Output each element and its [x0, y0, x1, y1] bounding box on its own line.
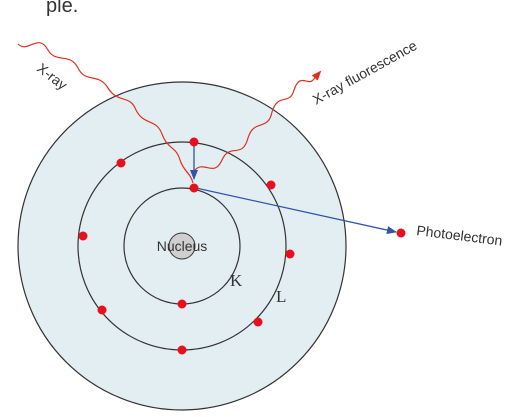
photoelectron — [396, 228, 406, 238]
header-partial-text: ple. — [46, 0, 78, 17]
l-shell-electron — [97, 305, 107, 315]
l-shell-electron — [116, 158, 126, 168]
nucleus — [168, 232, 196, 260]
shell-l-label: L — [276, 287, 286, 306]
l-shell-electron — [253, 317, 263, 327]
l-shell-electron — [177, 345, 187, 355]
photoelectron-ejection-arrow — [195, 187, 397, 234]
fluorescence-wave — [194, 70, 322, 171]
l-shell-electron — [189, 137, 199, 147]
l-shell-electron — [266, 180, 276, 190]
incoming-xray-wave — [17, 42, 194, 184]
fluorescence-label: X-ray fluorescence — [310, 37, 420, 108]
nucleus-label: Nucleus — [157, 238, 208, 254]
photoelectron-label: Photoelectron — [416, 222, 504, 248]
l-shell-electron — [285, 249, 295, 259]
l-shell-electron — [78, 231, 88, 241]
k-shell-electron — [177, 299, 187, 309]
k-shell-electron — [189, 183, 199, 193]
xray-label: X-ray — [34, 60, 70, 93]
shell-k-label: K — [230, 271, 243, 290]
